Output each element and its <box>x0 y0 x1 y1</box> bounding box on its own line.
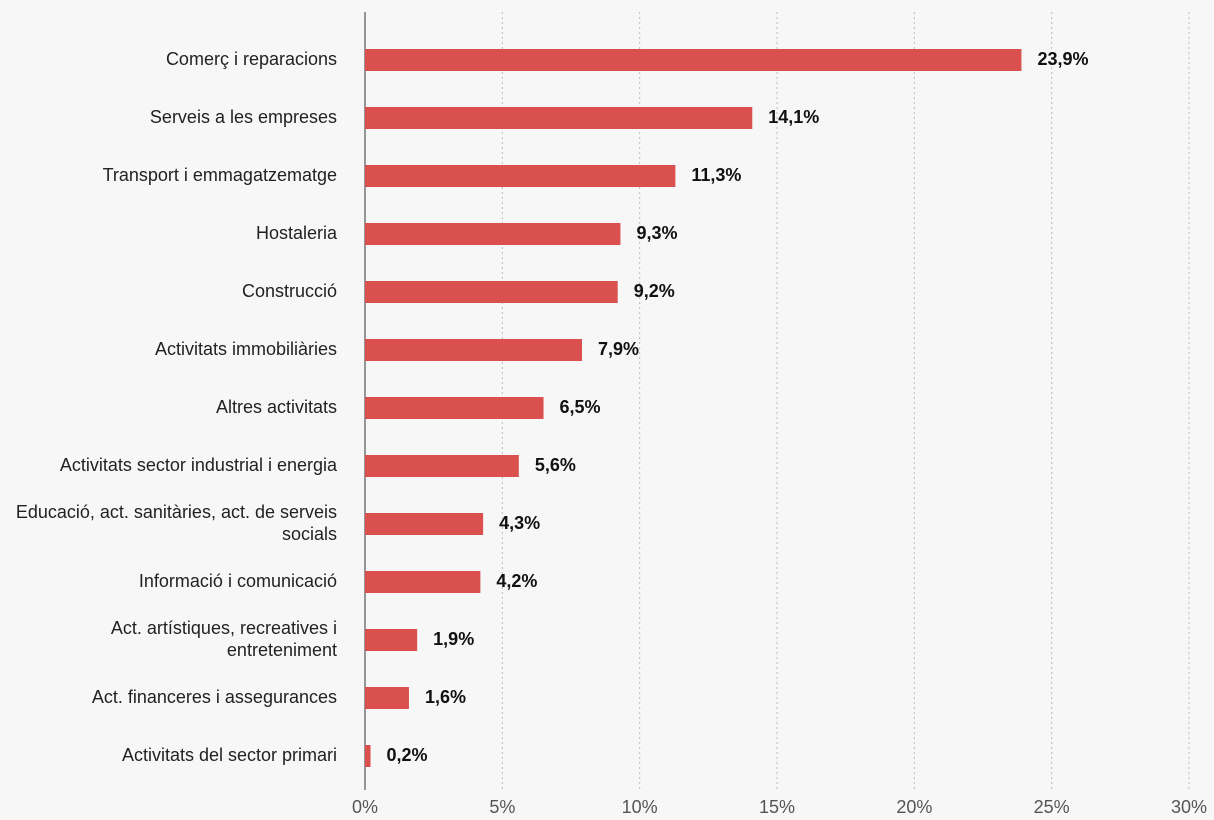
y-tick-label: Informació i comunicació <box>139 571 337 591</box>
bar <box>365 455 519 477</box>
y-tick-label: Activitats del sector primari <box>122 745 337 765</box>
bar <box>365 629 418 651</box>
x-tick-label: 25% <box>1034 797 1070 817</box>
label-line: Serveis a les empreses <box>150 107 337 127</box>
y-tick-label: Act. artístiques, recreatives i entreteni… <box>111 618 337 660</box>
x-tick-label: 15% <box>759 797 795 817</box>
label-line: socials <box>282 524 337 544</box>
data-label: 0,2% <box>386 745 427 765</box>
data-label: 14,1% <box>768 107 819 127</box>
bar <box>365 165 676 187</box>
data-label: 4,3% <box>499 513 540 533</box>
y-tick-label: Comerç i reparacions <box>166 49 337 69</box>
x-tick-label: 0% <box>352 797 378 817</box>
label-line: Act. financeres i assegurances <box>92 687 337 707</box>
y-tick-label: Serveis a les empreses <box>150 107 337 127</box>
bar <box>365 397 544 419</box>
x-tick-label: 20% <box>896 797 932 817</box>
label-line: Educació, act. sanitàries, act. de serve… <box>16 502 337 522</box>
x-tick-label: 10% <box>622 797 658 817</box>
data-label: 23,9% <box>1037 49 1088 69</box>
y-tick-label: Transport i emmagatzematge <box>103 165 337 185</box>
label-line: Act. artístiques, recreatives i <box>111 618 337 638</box>
label-line: Activitats del sector primari <box>122 745 337 765</box>
label-line: Hostaleria <box>256 223 338 243</box>
y-tick-label: Educació, act. sanitàries, act. de serve… <box>16 502 337 544</box>
y-tick-label: Altres activitats <box>216 397 337 417</box>
label-line: Transport i emmagatzematge <box>103 165 337 185</box>
bar <box>365 745 371 767</box>
data-label: 4,2% <box>496 571 537 591</box>
x-tick-label: 30% <box>1171 797 1207 817</box>
data-label: 9,2% <box>634 281 675 301</box>
bar <box>365 49 1022 71</box>
bar <box>365 513 484 535</box>
label-line: Comerç i reparacions <box>166 49 337 69</box>
data-label: 1,9% <box>433 629 474 649</box>
y-tick-label: Hostaleria <box>256 223 338 243</box>
bar <box>365 339 582 361</box>
label-line: Activitats sector industrial i energia <box>60 455 338 475</box>
y-tick-label: Construcció <box>242 281 337 301</box>
data-label: 9,3% <box>636 223 677 243</box>
label-line: Altres activitats <box>216 397 337 417</box>
y-tick-label: Act. financeres i assegurances <box>92 687 337 707</box>
bar <box>365 223 621 245</box>
x-tick-label: 5% <box>489 797 515 817</box>
data-label: 7,9% <box>598 339 639 359</box>
bar <box>365 281 618 303</box>
bar <box>365 107 753 129</box>
label-line: Construcció <box>242 281 337 301</box>
bar <box>365 571 481 593</box>
bar <box>365 687 409 709</box>
label-line: Informació i comunicació <box>139 571 337 591</box>
label-line: entreteniment <box>227 640 337 660</box>
data-label: 1,6% <box>425 687 466 707</box>
data-label: 5,6% <box>535 455 576 475</box>
label-line: Activitats immobiliàries <box>155 339 337 359</box>
data-label: 11,3% <box>691 165 741 185</box>
data-label: 6,5% <box>560 397 601 417</box>
y-tick-label: Activitats immobiliàries <box>155 339 337 359</box>
y-tick-label: Activitats sector industrial i energia <box>60 455 338 475</box>
